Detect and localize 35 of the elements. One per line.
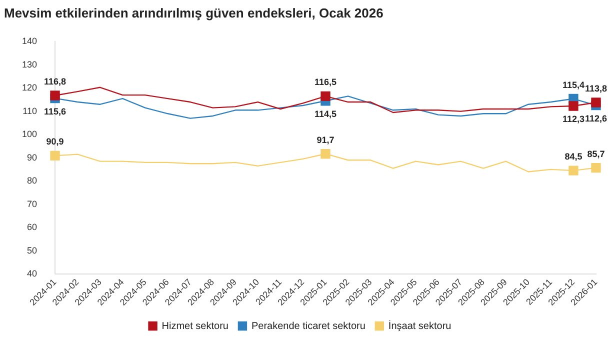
y-tick-label: 120 bbox=[22, 82, 38, 93]
data-label: 113,8 bbox=[584, 83, 608, 94]
data-label: 116,5 bbox=[314, 77, 337, 88]
y-tick-label: 110 bbox=[22, 106, 38, 116]
point bbox=[568, 101, 578, 111]
data-label: 115,6 bbox=[44, 106, 66, 116]
y-tick-label: 100 bbox=[22, 129, 38, 140]
point bbox=[50, 90, 60, 100]
y-tick-label: 70 bbox=[27, 198, 38, 209]
data-label: 84,5 bbox=[564, 152, 582, 162]
data-label: 85,7 bbox=[587, 148, 605, 159]
legend-label: İnşaat sektoru bbox=[388, 320, 452, 332]
data-label: 112,3 bbox=[562, 114, 584, 124]
data-label: 90,9 bbox=[46, 136, 64, 147]
point bbox=[568, 166, 578, 176]
y-tick-label: 60 bbox=[27, 222, 38, 232]
point bbox=[591, 162, 601, 173]
y-tick-label: 130 bbox=[22, 59, 38, 70]
legend-label: Perakende ticaret sektoru bbox=[251, 320, 366, 332]
y-tick-label: 140 bbox=[22, 36, 38, 46]
legend-label: Hizmet sektoru bbox=[162, 320, 228, 332]
point bbox=[591, 98, 601, 108]
data-label: 91,7 bbox=[316, 134, 334, 145]
data-label: 115,4 bbox=[562, 80, 584, 90]
data-label: 116,8 bbox=[44, 76, 66, 87]
y-tick-label: 40 bbox=[27, 268, 38, 278]
chart-title: Mevsim etkilerinden arındırılmış güven endeksleri, Ocak 2026 bbox=[4, 5, 384, 20]
point bbox=[50, 150, 60, 161]
data-label: 112,6 bbox=[584, 113, 608, 124]
data-label: 114,5 bbox=[314, 108, 337, 119]
point bbox=[320, 91, 330, 102]
y-tick-label: 50 bbox=[27, 245, 38, 256]
y-tick-label: 90 bbox=[27, 152, 38, 162]
y-tick-label: 80 bbox=[27, 176, 38, 186]
point bbox=[320, 149, 330, 159]
